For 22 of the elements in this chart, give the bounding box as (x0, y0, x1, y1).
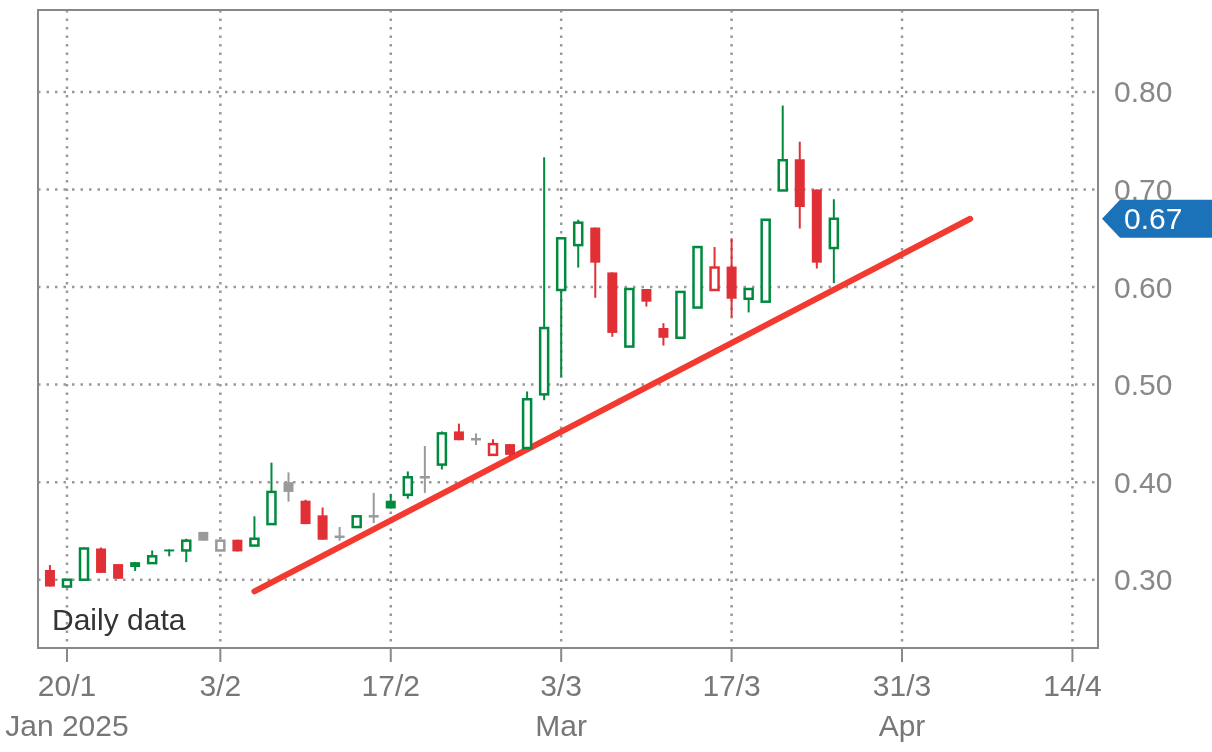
x-tick-label: 3/3 Mar (535, 669, 588, 742)
x-tick-label: 20/1 Jan 2025 (5, 669, 129, 742)
y-tick-label: 0.80 (1114, 75, 1173, 109)
candlestick (743, 287, 754, 314)
y-tick-label: 0.60 (1114, 270, 1173, 304)
y-tick-label: 0.50 (1114, 368, 1173, 402)
x-tick-label: 3/2 (199, 669, 242, 702)
candlestick (709, 246, 720, 292)
candlestick (572, 218, 584, 269)
x-tick-label: 17/3 (702, 669, 761, 702)
y-tick-label: 0.40 (1114, 465, 1173, 499)
annotation: Daily data (52, 603, 186, 636)
candlestick (249, 515, 260, 547)
candlestick (44, 564, 55, 588)
candlestick (402, 470, 414, 500)
x-tick-label: 31/3 Apr (872, 669, 932, 742)
candlestick (300, 498, 311, 526)
x-tick-label: 14/4 (1043, 669, 1102, 702)
candlestick (658, 322, 669, 347)
y-tick-label: 0.30 (1114, 563, 1173, 597)
candlestick (367, 491, 380, 525)
x-tick-label: 17/2 (361, 669, 420, 702)
